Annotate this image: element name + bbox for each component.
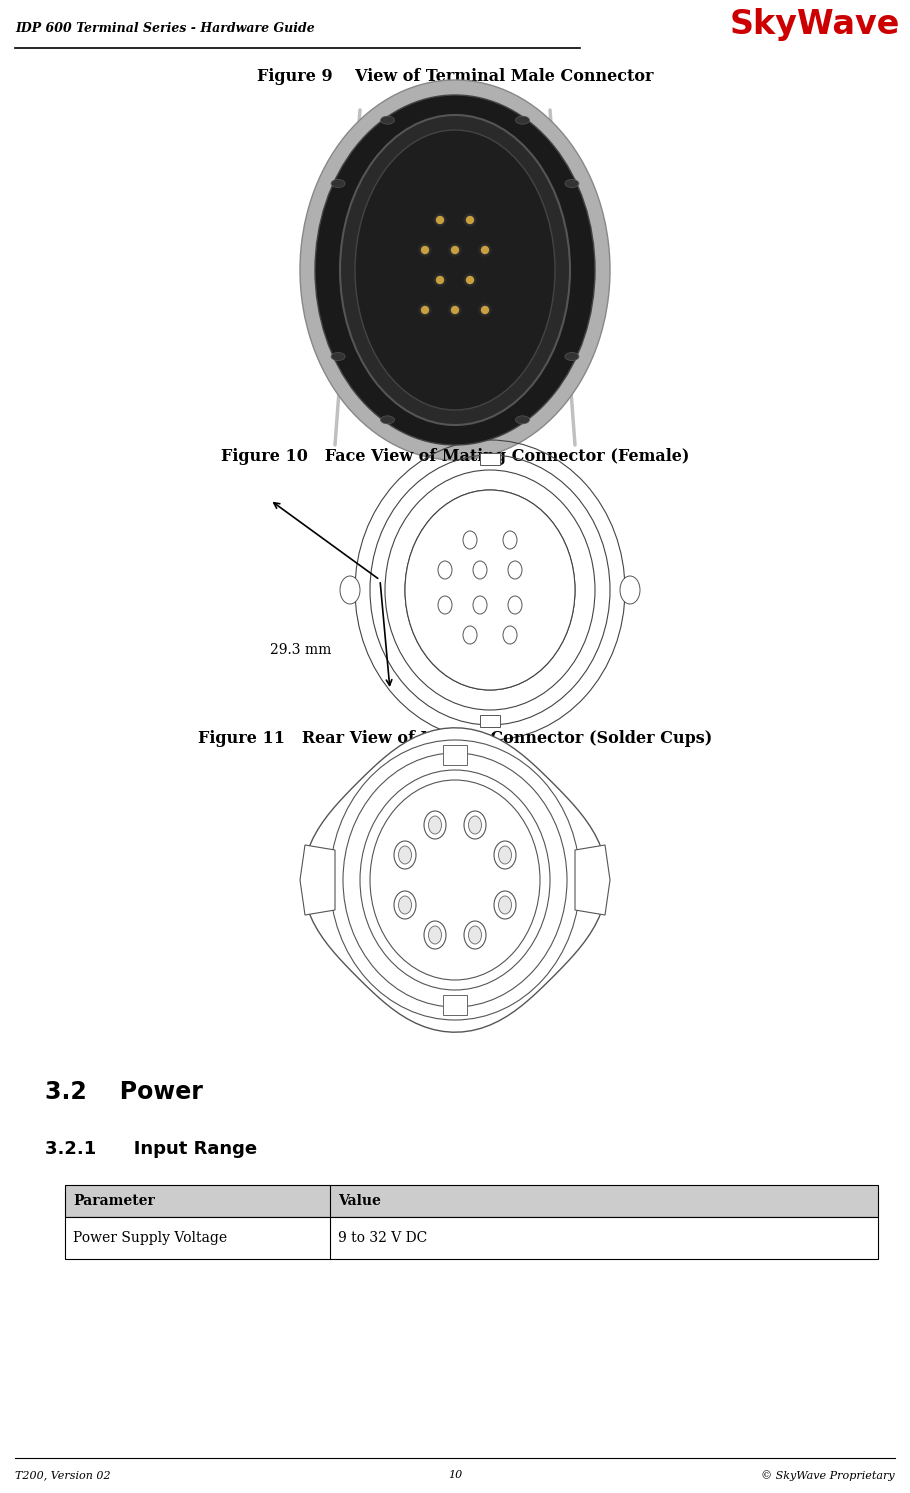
Text: Figure 11   Rear View of Mating Connector (Solder Cups): Figure 11 Rear View of Mating Connector … xyxy=(197,730,713,746)
Circle shape xyxy=(467,216,473,224)
Bar xyxy=(65,1217,878,1259)
Ellipse shape xyxy=(508,596,522,614)
Ellipse shape xyxy=(473,561,487,579)
Bar xyxy=(443,994,467,1015)
Circle shape xyxy=(434,275,446,287)
Ellipse shape xyxy=(370,779,540,979)
Circle shape xyxy=(434,213,446,225)
Ellipse shape xyxy=(315,96,595,445)
Ellipse shape xyxy=(438,596,452,614)
Ellipse shape xyxy=(503,626,517,643)
Circle shape xyxy=(419,243,431,255)
Ellipse shape xyxy=(499,847,511,864)
Circle shape xyxy=(421,306,429,314)
Bar xyxy=(443,745,467,764)
Circle shape xyxy=(481,246,489,254)
Ellipse shape xyxy=(494,841,516,869)
Ellipse shape xyxy=(473,596,487,614)
Text: Parameter: Parameter xyxy=(73,1194,155,1208)
Bar xyxy=(480,452,500,464)
Ellipse shape xyxy=(340,115,570,426)
Ellipse shape xyxy=(399,847,411,864)
Ellipse shape xyxy=(438,561,452,579)
Circle shape xyxy=(449,305,461,317)
Ellipse shape xyxy=(394,891,416,920)
Ellipse shape xyxy=(394,841,416,869)
Circle shape xyxy=(479,243,491,255)
Circle shape xyxy=(479,305,491,317)
Polygon shape xyxy=(575,845,610,915)
Polygon shape xyxy=(303,727,607,1032)
Text: Value: Value xyxy=(338,1194,381,1208)
Circle shape xyxy=(451,306,459,314)
Ellipse shape xyxy=(515,417,530,424)
Text: Power Supply Voltage: Power Supply Voltage xyxy=(73,1232,228,1245)
Ellipse shape xyxy=(355,130,555,411)
Ellipse shape xyxy=(565,179,579,188)
Bar xyxy=(65,1185,878,1217)
Ellipse shape xyxy=(429,926,441,944)
Text: Figure 10   Face View of Mating Connector (Female): Figure 10 Face View of Mating Connector … xyxy=(221,448,689,464)
Ellipse shape xyxy=(424,921,446,950)
Circle shape xyxy=(467,276,473,284)
Ellipse shape xyxy=(424,811,446,839)
Text: T200, Version 02: T200, Version 02 xyxy=(15,1471,111,1480)
Ellipse shape xyxy=(463,626,477,643)
Circle shape xyxy=(451,246,459,254)
Ellipse shape xyxy=(380,116,395,124)
Circle shape xyxy=(419,305,431,317)
Ellipse shape xyxy=(464,811,486,839)
Bar xyxy=(255,100,655,430)
Ellipse shape xyxy=(494,891,516,920)
Ellipse shape xyxy=(399,896,411,914)
Bar xyxy=(480,715,500,727)
Ellipse shape xyxy=(499,896,511,914)
Circle shape xyxy=(464,275,476,287)
Ellipse shape xyxy=(340,576,360,605)
Ellipse shape xyxy=(464,921,486,950)
Ellipse shape xyxy=(463,532,477,549)
Text: 10: 10 xyxy=(448,1471,462,1480)
Ellipse shape xyxy=(405,490,575,690)
Circle shape xyxy=(464,213,476,225)
Ellipse shape xyxy=(300,81,610,460)
Ellipse shape xyxy=(429,817,441,835)
Ellipse shape xyxy=(503,532,517,549)
Text: 9 to 32 V DC: 9 to 32 V DC xyxy=(338,1232,428,1245)
Text: SkyWave: SkyWave xyxy=(730,7,900,40)
Ellipse shape xyxy=(331,352,345,360)
Ellipse shape xyxy=(508,561,522,579)
Text: IDP 600 Terminal Series - Hardware Guide: IDP 600 Terminal Series - Hardware Guide xyxy=(15,22,315,34)
Ellipse shape xyxy=(620,576,640,605)
Circle shape xyxy=(449,243,461,255)
Ellipse shape xyxy=(469,817,481,835)
Circle shape xyxy=(421,246,429,254)
Ellipse shape xyxy=(331,179,345,188)
Circle shape xyxy=(437,216,443,224)
Ellipse shape xyxy=(565,352,579,360)
Polygon shape xyxy=(300,845,335,915)
Ellipse shape xyxy=(515,116,530,124)
Text: 3.2.1      Input Range: 3.2.1 Input Range xyxy=(45,1141,258,1159)
Ellipse shape xyxy=(469,926,481,944)
Circle shape xyxy=(437,276,443,284)
Text: 29.3 mm: 29.3 mm xyxy=(270,643,331,657)
Ellipse shape xyxy=(380,417,395,424)
Text: Figure 9    View of Terminal Male Connector: Figure 9 View of Terminal Male Connector xyxy=(257,69,653,85)
Circle shape xyxy=(481,306,489,314)
Text: © SkyWave Proprietary: © SkyWave Proprietary xyxy=(762,1471,895,1481)
Text: 3.2    Power: 3.2 Power xyxy=(45,1079,203,1103)
